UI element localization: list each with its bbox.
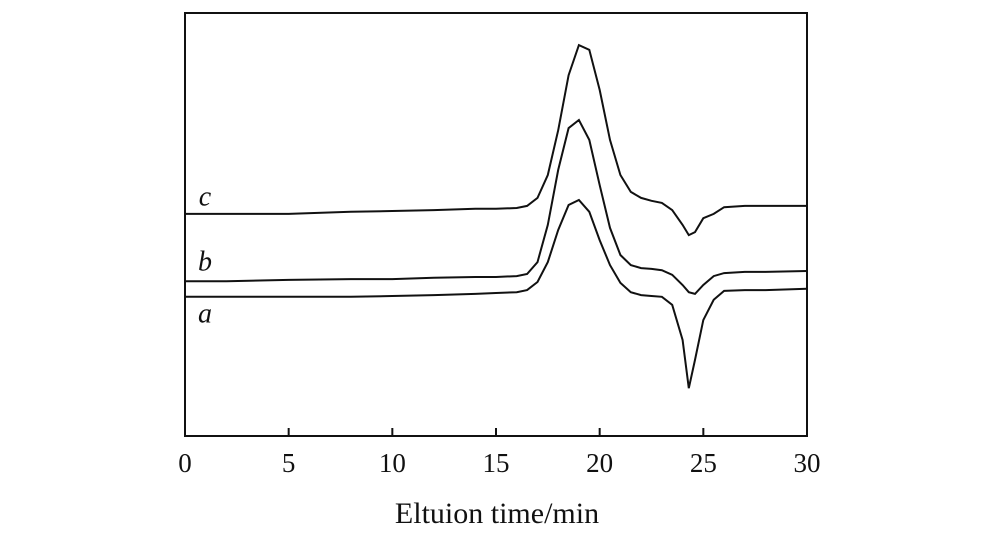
x-tick-label: 5 [282,448,296,478]
series-line [185,43,807,237]
x-tick-label: 15 [483,448,510,478]
plot-frame [184,12,808,437]
x-tick-label: 30 [794,448,821,478]
series-label: c [199,181,212,212]
x-axis-label: Eltuion time/min [395,497,599,530]
series-line [185,198,808,389]
series-label: a [198,298,212,329]
x-tick-label: 0 [178,448,192,478]
series-line [185,118,808,296]
x-tick-label: 25 [690,448,717,478]
x-tick-label: 20 [586,448,613,478]
x-tick-label: 10 [379,448,406,478]
series-label: b [198,247,212,278]
